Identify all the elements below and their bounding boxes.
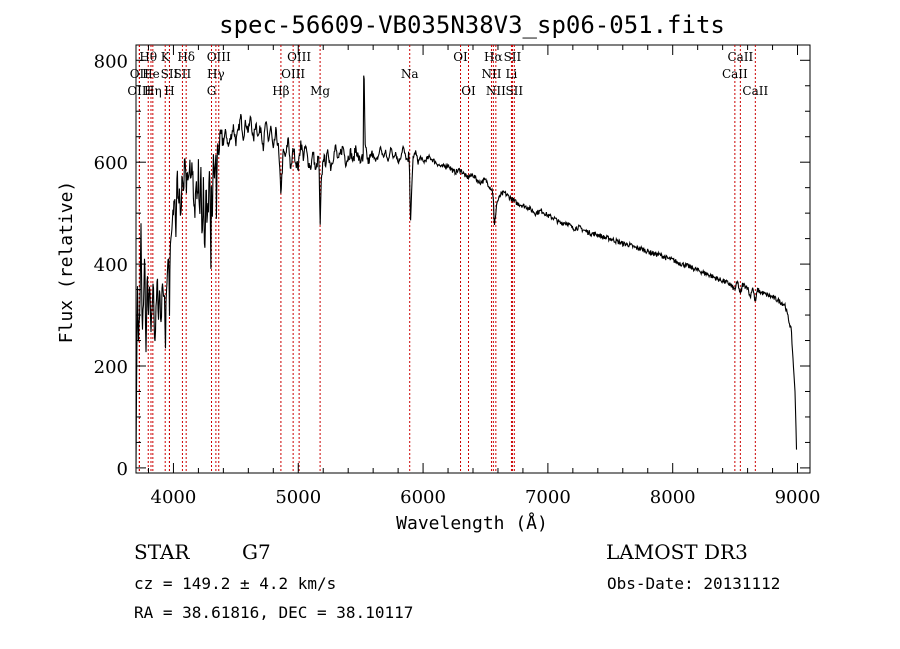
redshift-text: cz = 149.2 ± 4.2 km/s: [134, 574, 337, 593]
object-class: STAR: [134, 540, 190, 564]
line-label: Li: [506, 67, 518, 81]
line-label: H: [164, 84, 174, 98]
line-label: Hγ: [207, 67, 225, 81]
line-label: OI: [461, 84, 476, 98]
line-label: CaII: [727, 50, 753, 64]
line-label: CaII: [742, 84, 768, 98]
line-label: OIII: [207, 50, 231, 64]
line-label: Hδ: [177, 50, 195, 64]
x-tick-label: 5000: [275, 487, 321, 508]
line-label: Na: [401, 67, 419, 81]
x-tick-label: 4000: [151, 487, 197, 508]
x-tick-label: 7000: [525, 487, 571, 508]
y-tick-label: 0: [117, 459, 128, 480]
line-label: NII: [481, 67, 501, 81]
line-label: CaII: [722, 67, 748, 81]
x-tick-label: 6000: [400, 487, 446, 508]
y-axis-label: Flux (relative): [56, 181, 77, 344]
y-tick-label: 600: [94, 153, 128, 174]
line-label: SII: [504, 50, 522, 64]
chart-title: spec-56609-VB035N38V3_sp06-051.fits: [219, 11, 725, 39]
line-label: SII: [174, 67, 192, 81]
line-label: Hη: [144, 84, 162, 98]
line-label: Hβ: [272, 84, 289, 98]
line-label: Hθ: [139, 50, 157, 64]
observation-date: Obs-Date: 20131112: [607, 574, 781, 593]
line-label: OII: [130, 67, 150, 81]
line-label: SII: [161, 67, 179, 81]
line-label: OIII: [127, 84, 151, 98]
y-tick-label: 800: [94, 51, 128, 72]
x-tick-label: 8000: [650, 487, 696, 508]
plot-frame: [135, 44, 811, 474]
x-axis-label: Wavelength (Å): [396, 512, 548, 534]
line-label: NII: [486, 84, 506, 98]
line-label: OI: [453, 50, 468, 64]
line-label: OIII: [287, 50, 311, 64]
line-label: G: [207, 84, 217, 98]
y-tick-label: 400: [94, 255, 128, 276]
line-label: Mg: [310, 84, 330, 98]
survey-name: LAMOST DR3: [606, 540, 748, 564]
line-label: OIII: [281, 67, 305, 81]
y-tick-label: 200: [94, 357, 128, 378]
spectrum-line: [135, 75, 798, 468]
line-label: K: [161, 50, 171, 64]
line-label: Hα: [484, 50, 503, 64]
object-subclass: G7: [242, 540, 271, 564]
x-tick-label: 9000: [775, 487, 821, 508]
line-label: He: [142, 67, 160, 81]
line-label: SII: [505, 84, 523, 98]
spectral-line-markers: [138, 45, 756, 473]
x-axis-ticks: 4000 5000 6000 7000 8000 9000: [147, 45, 821, 508]
y-axis-ticks: 0 200 400 600 800: [94, 51, 810, 480]
coordinates-text: RA = 38.61816, DEC = 38.10117: [134, 603, 414, 622]
